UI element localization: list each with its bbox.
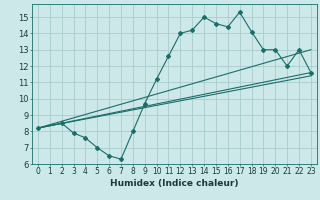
X-axis label: Humidex (Indice chaleur): Humidex (Indice chaleur) [110, 179, 239, 188]
